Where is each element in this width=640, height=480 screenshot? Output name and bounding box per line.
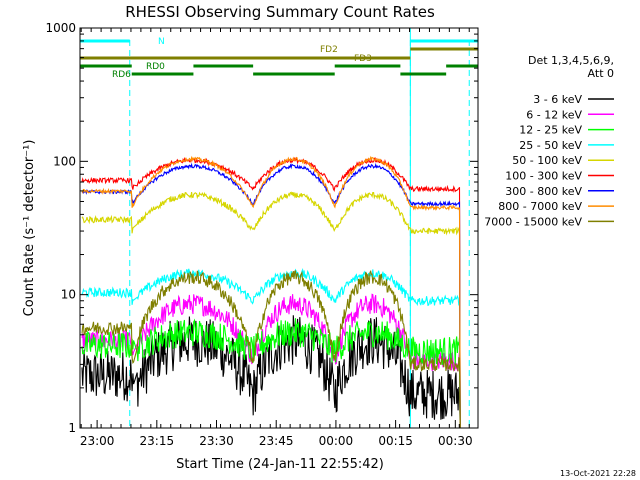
generation-timestamp: 13-Oct-2021 22:28: [560, 469, 636, 478]
x-tick-label-4: 00:00: [319, 434, 354, 448]
y-tick-label-2: 100: [53, 154, 76, 168]
series-line-0: [81, 315, 467, 429]
x-axis-label: Start Time (24-Jan-11 22:55:42): [176, 457, 384, 472]
y-tick-label-1: 10: [61, 288, 76, 302]
legend-header-0: Det 1,3,4,5,6,9,: [528, 54, 614, 67]
series-line-4: [81, 191, 467, 429]
plot-area: N RD0 RD6 FD2 FD3: [79, 28, 478, 429]
plot-frame: [79, 27, 479, 429]
annotation-label-1: RD0: [146, 62, 165, 72]
series-line-1: [81, 293, 467, 429]
y-axis-label: Count Rate (s⁻¹ detector⁻¹): [22, 140, 37, 317]
series-line-7: [81, 155, 467, 429]
x-tick-label-3: 23:45: [259, 434, 294, 448]
x-tick-label-5: 00:15: [378, 434, 413, 448]
legend-entry-7: 800 - 7000 keV: [498, 200, 582, 213]
annotation-label-4: FD3: [354, 54, 372, 64]
x-tick-label-2: 23:30: [199, 434, 234, 448]
legend-header-1: Att 0: [588, 67, 614, 80]
series-line-8: [81, 269, 467, 429]
series-line-2: [81, 318, 467, 429]
chart-title: RHESSI Observing Summary Count Rates: [125, 3, 435, 21]
axes: 1 10 100 1000 23:00 23:15 23:30 23:45 00:00 00:15…: [45, 21, 479, 448]
legend-entry-8: 7000 - 15000 keV: [484, 215, 582, 228]
legend-entry-1: 6 - 12 keV: [526, 108, 582, 121]
annotation-label-2: RD6: [112, 70, 131, 80]
x-tick-label-6: 00:30: [438, 434, 473, 448]
series-line-3: [81, 268, 467, 429]
legend-entry-4: 50 - 100 keV: [512, 154, 582, 167]
y-tick-label-0: 1: [68, 421, 76, 435]
legend-entry-0: 3 - 6 keV: [533, 93, 582, 106]
legend: Det 1,3,4,5,6,9,Att 0 3 - 6 keV 6 - 12 keV…: [484, 54, 614, 228]
legend-entry-2: 12 - 25 keV: [519, 124, 582, 137]
x-tick-label-0: 23:00: [80, 434, 115, 448]
x-tick-label-1: 23:15: [140, 434, 175, 448]
y-tick-label-3: 1000: [45, 21, 76, 35]
legend-entry-3: 25 - 50 keV: [519, 139, 582, 152]
legend-entry-5: 100 - 300 keV: [505, 170, 582, 183]
annotation-label-3: FD2: [320, 45, 338, 55]
annotation-label-0: N: [158, 37, 165, 47]
legend-entry-6: 300 - 800 keV: [505, 185, 582, 198]
